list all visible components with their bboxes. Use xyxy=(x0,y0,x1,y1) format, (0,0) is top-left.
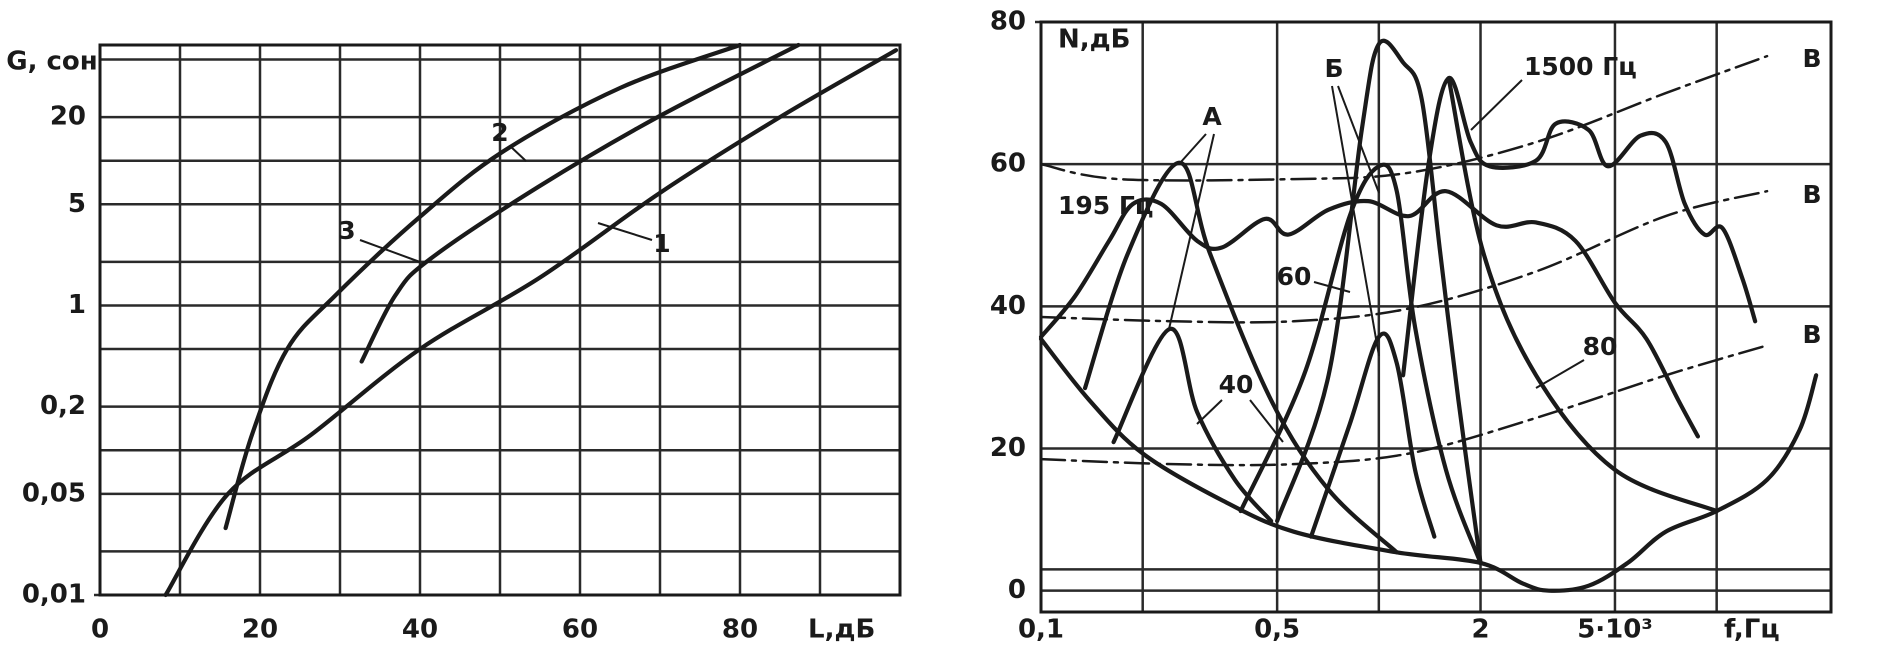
y-tick-label: 1 xyxy=(68,290,86,320)
x-tick-label: 80 xyxy=(722,615,758,645)
y-tick-label: 60 xyxy=(990,149,1026,179)
leader-line xyxy=(597,222,653,241)
curve xyxy=(1401,76,1758,378)
leader-line xyxy=(359,239,421,263)
curve xyxy=(1111,326,1274,524)
annotation: 3 xyxy=(338,216,355,245)
annotation: 195 Гц xyxy=(1058,191,1153,220)
x-axis-label: f,Гц xyxy=(1724,615,1780,645)
annotation: 2 xyxy=(491,118,508,147)
curve xyxy=(223,42,743,531)
annotation: А xyxy=(1202,102,1222,131)
leader-line xyxy=(509,145,527,162)
y-tick-label: 80 xyxy=(990,7,1026,37)
x-tick-label: 0,1 xyxy=(1018,615,1064,645)
annotation: В xyxy=(1802,44,1821,73)
annotation: 80 xyxy=(1583,332,1618,361)
annotation: В xyxy=(1802,320,1821,349)
x-tick-label: 5·10³ xyxy=(1577,615,1653,645)
leader-line xyxy=(1249,399,1284,443)
x-tick-label: 0 xyxy=(91,615,109,645)
plot-frame xyxy=(98,43,902,597)
y-tick-label: 20 xyxy=(990,433,1026,463)
y-tick-label: 20 xyxy=(50,102,86,132)
curve xyxy=(1275,38,1483,566)
annotation: 1 xyxy=(653,229,670,258)
curve xyxy=(359,42,801,364)
annotation: Б xyxy=(1324,54,1343,83)
y-tick-label: 0,05 xyxy=(22,478,86,508)
curve xyxy=(1039,189,1769,324)
x-tick-label: 2 xyxy=(1471,615,1489,645)
curve xyxy=(1039,344,1769,467)
y-tick-label: 5 xyxy=(68,189,86,219)
y-tick-label: 0,2 xyxy=(40,391,86,421)
annotation: В xyxy=(1802,180,1821,209)
x-tick-label: 60 xyxy=(562,615,598,645)
leader-line xyxy=(1168,133,1215,330)
y-axis-label: N,дБ xyxy=(1058,25,1130,55)
x-axis-label: L,дБ xyxy=(808,615,875,645)
leader-line xyxy=(1313,281,1351,293)
leader-line xyxy=(1179,133,1207,164)
x-tick-label: 20 xyxy=(242,615,278,645)
y-tick-label: 40 xyxy=(990,291,1026,321)
y-axis-label: G, сон xyxy=(6,47,98,77)
y-tick-label: 0 xyxy=(1008,575,1026,605)
leader-line xyxy=(1470,79,1523,131)
annotation: 40 xyxy=(1219,370,1254,399)
curve xyxy=(1238,162,1483,566)
curve xyxy=(163,48,899,598)
curve xyxy=(1039,54,1769,182)
curve xyxy=(1308,331,1437,539)
y-tick-label: 0,01 xyxy=(22,580,86,610)
x-tick-label: 0,5 xyxy=(1254,615,1300,645)
annotation: 60 xyxy=(1277,262,1312,291)
leader-line xyxy=(1535,359,1585,389)
curve xyxy=(1446,76,1719,514)
x-tick-label: 40 xyxy=(402,615,438,645)
annotation: 1500 Гц xyxy=(1524,52,1637,81)
leader-line xyxy=(1337,85,1380,194)
leader-line xyxy=(1331,85,1380,357)
leader-line xyxy=(1196,399,1223,425)
curve xyxy=(1038,336,1819,593)
